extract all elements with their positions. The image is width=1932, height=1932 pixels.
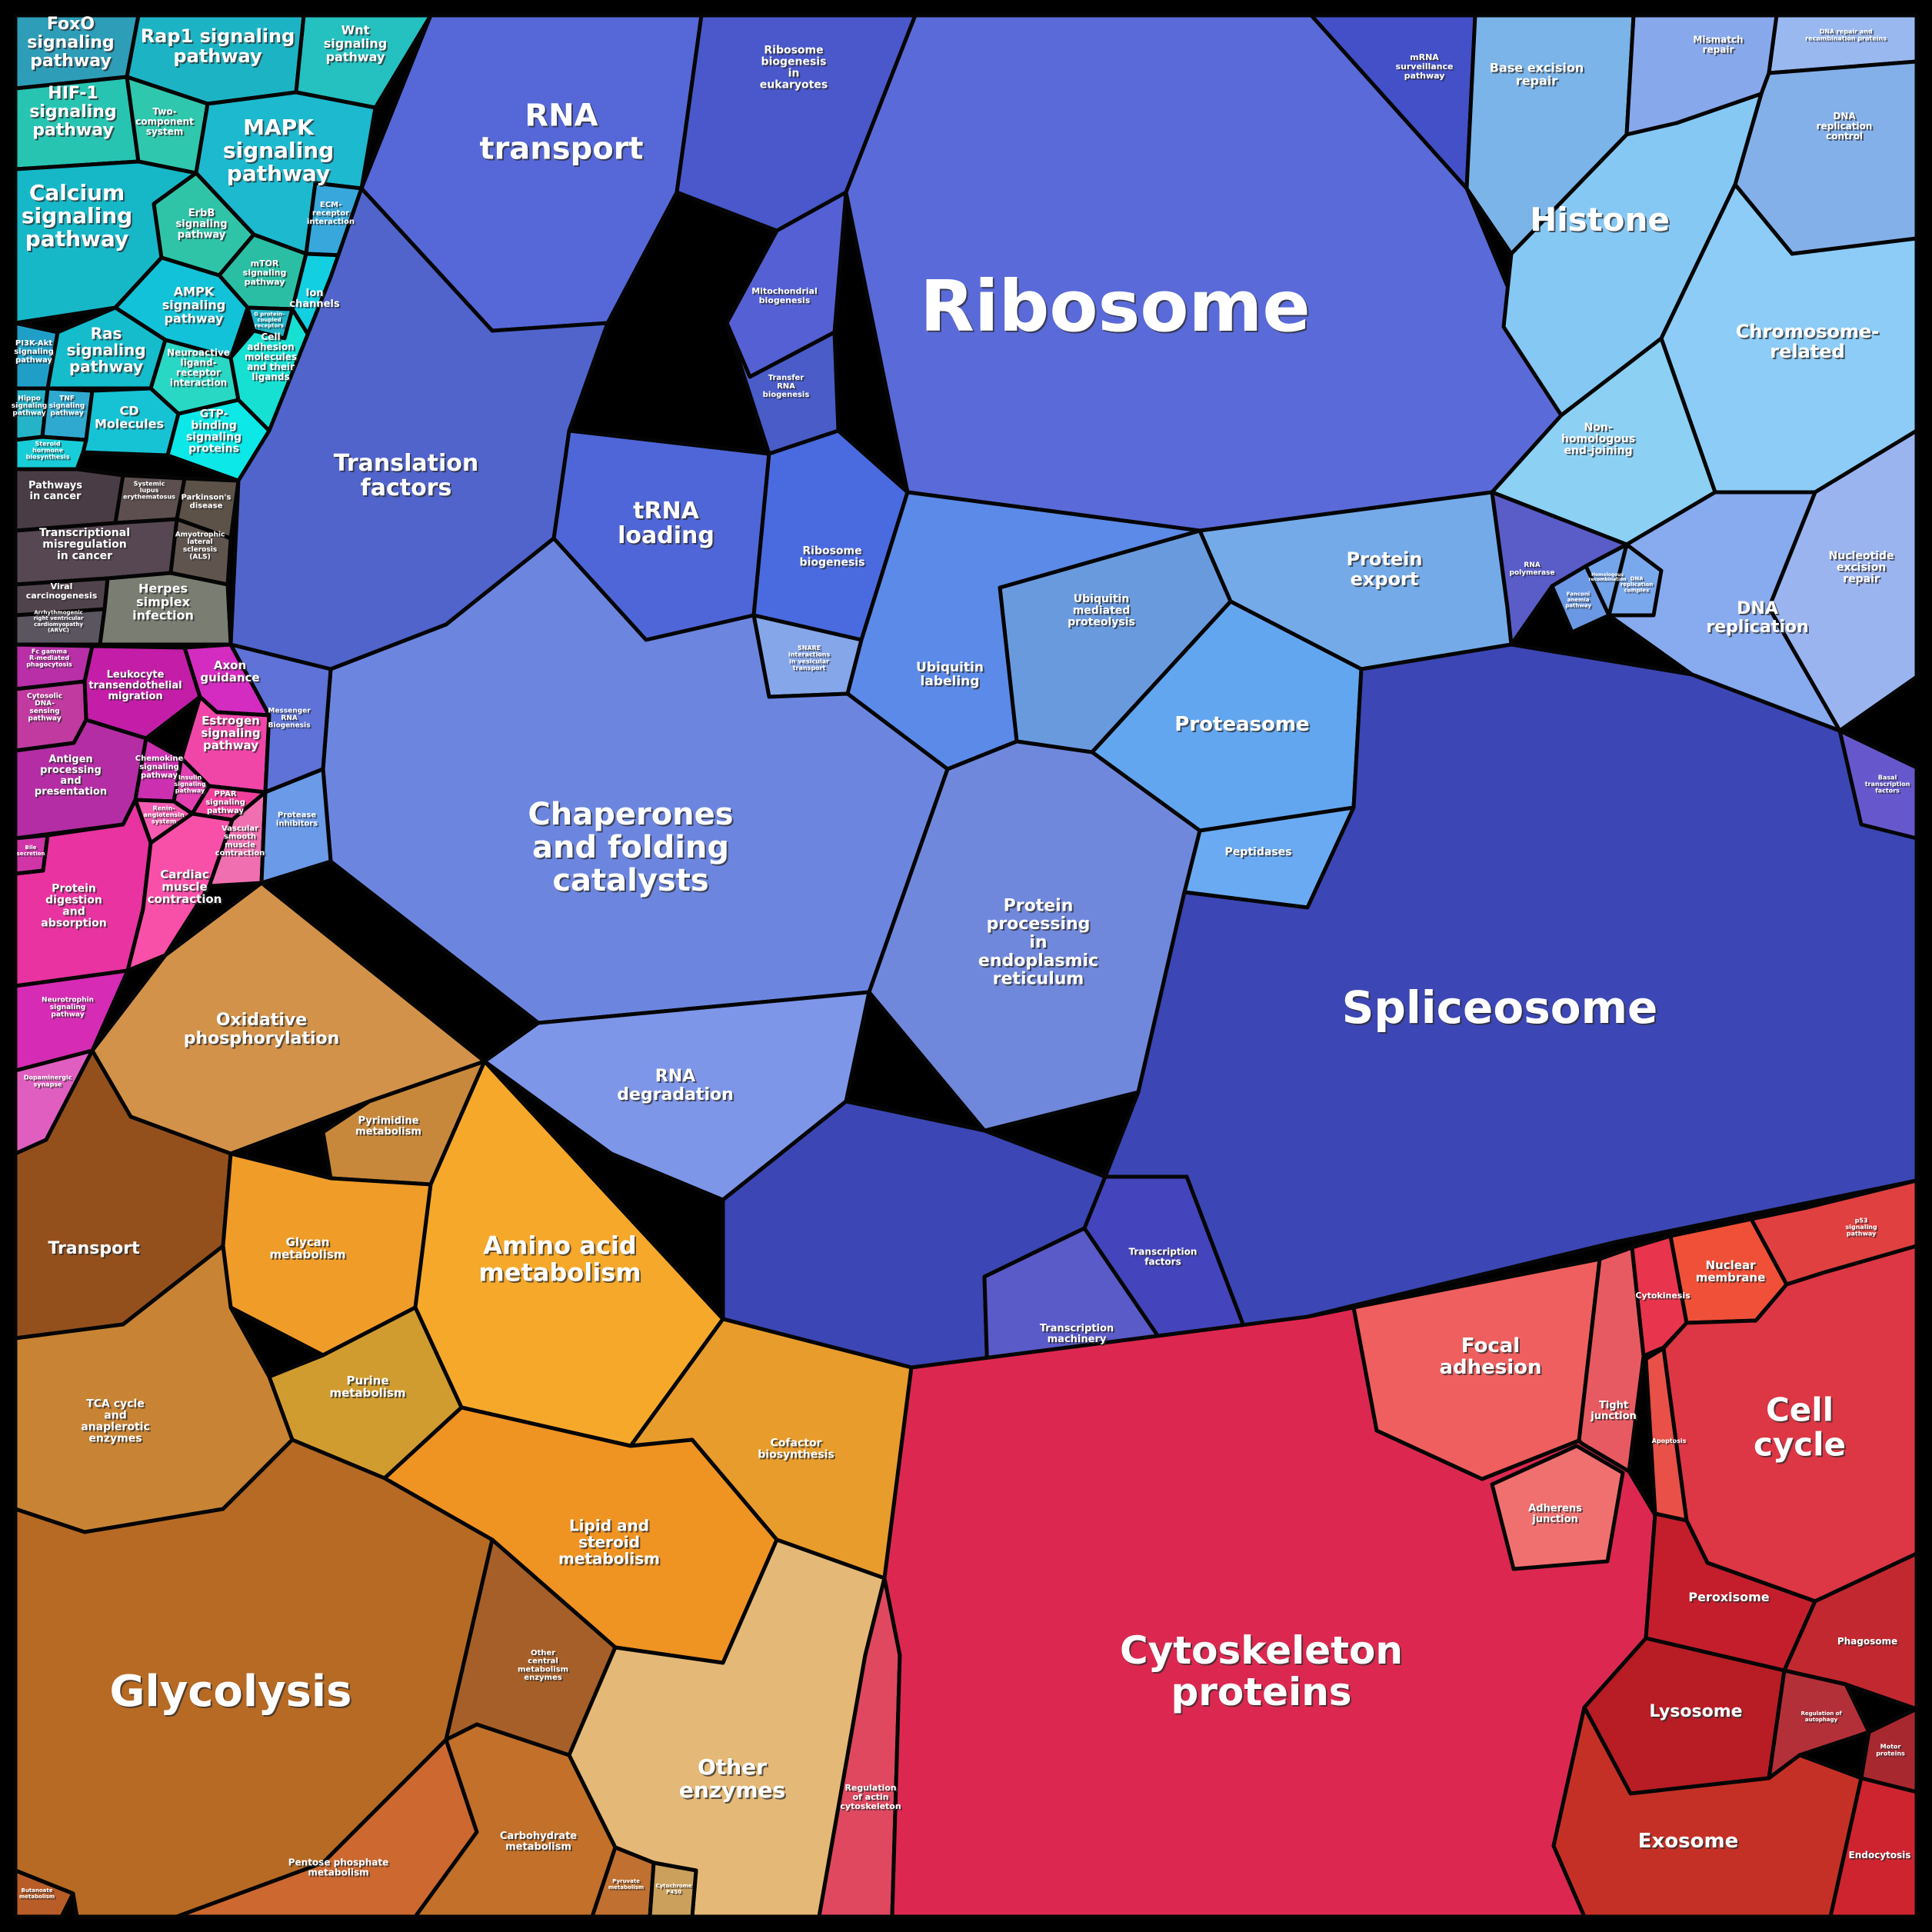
cell-cytochrome-p450[interactable] bbox=[648, 1860, 698, 1919]
cell-transfer-rna-biogenesis[interactable] bbox=[724, 321, 841, 456]
cell-systemic-lupus[interactable] bbox=[113, 473, 187, 525]
cell-basal-transcription-factors[interactable] bbox=[1837, 728, 1919, 841]
cell-focal-adhesion[interactable] bbox=[1351, 1257, 1602, 1481]
cell-other-central-metabolism[interactable] bbox=[444, 1537, 618, 1757]
cell-tnf-signaling[interactable] bbox=[40, 386, 95, 442]
cell-pathways-in-cancer[interactable] bbox=[13, 467, 125, 533]
cell-cd-molecules[interactable] bbox=[81, 386, 181, 458]
cell-steroid-hormone[interactable] bbox=[13, 435, 88, 471]
treemap-cells bbox=[13, 13, 1919, 1919]
cell-phagosome[interactable] bbox=[1782, 1551, 1919, 1711]
cell-butanoate-metabolism[interactable] bbox=[13, 1868, 75, 1919]
cell-dna-replication-complex[interactable] bbox=[1607, 542, 1664, 618]
cell-cardiac-muscle[interactable] bbox=[125, 811, 235, 973]
cell-exosome[interactable] bbox=[1551, 1705, 1864, 1919]
cell-arvc[interactable] bbox=[13, 607, 107, 647]
cell-endocytosis[interactable] bbox=[1828, 1776, 1919, 1919]
cell-other-enzymes[interactable] bbox=[567, 1537, 887, 1919]
cell-hif1-signaling[interactable] bbox=[13, 75, 141, 172]
cell-regulation-autophagy[interactable] bbox=[1767, 1668, 1871, 1780]
cell-dna-replication[interactable] bbox=[1607, 490, 1842, 733]
cell-adherens-junction[interactable] bbox=[1490, 1444, 1625, 1571]
cell-protease-inhibitors[interactable] bbox=[259, 767, 333, 885]
cell-herpes-simplex[interactable] bbox=[98, 571, 233, 647]
